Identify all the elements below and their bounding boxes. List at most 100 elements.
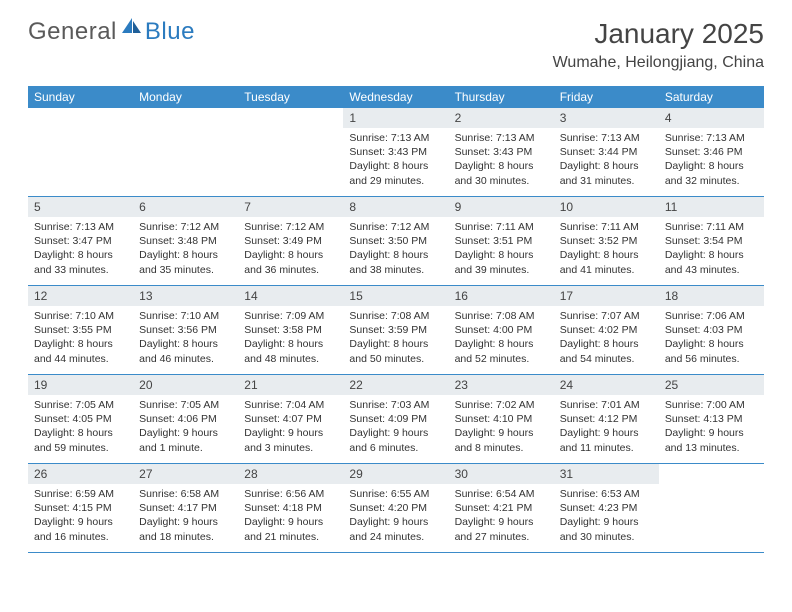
- day-number: 17: [554, 286, 659, 306]
- sunset-line: Sunset: 3:52 PM: [560, 234, 653, 248]
- day-number: 7: [238, 197, 343, 217]
- day-number: 28: [238, 464, 343, 484]
- day-info: Sunrise: 7:07 AMSunset: 4:02 PMDaylight:…: [554, 306, 659, 371]
- day-cell: 26Sunrise: 6:59 AMSunset: 4:15 PMDayligh…: [28, 464, 133, 552]
- daylight-line: Daylight: 9 hours and 3 minutes.: [244, 426, 337, 454]
- daylight-line: Daylight: 8 hours and 39 minutes.: [455, 248, 548, 276]
- day-number: 20: [133, 375, 238, 395]
- daylight-line: Daylight: 9 hours and 6 minutes.: [349, 426, 442, 454]
- daylight-line: Daylight: 8 hours and 29 minutes.: [349, 159, 442, 187]
- day-info: Sunrise: 6:56 AMSunset: 4:18 PMDaylight:…: [238, 484, 343, 549]
- calendar: SundayMondayTuesdayWednesdayThursdayFrid…: [28, 86, 764, 553]
- empty-cell: [238, 108, 343, 196]
- day-number: 11: [659, 197, 764, 217]
- sunrise-line: Sunrise: 6:55 AM: [349, 487, 442, 501]
- daylight-line: Daylight: 8 hours and 48 minutes.: [244, 337, 337, 365]
- daylight-line: Daylight: 8 hours and 31 minutes.: [560, 159, 653, 187]
- sunrise-line: Sunrise: 7:13 AM: [665, 131, 758, 145]
- week-row: 1Sunrise: 7:13 AMSunset: 3:43 PMDaylight…: [28, 108, 764, 197]
- day-number: 1: [343, 108, 448, 128]
- sunset-line: Sunset: 3:56 PM: [139, 323, 232, 337]
- sunset-line: Sunset: 3:43 PM: [455, 145, 548, 159]
- daylight-line: Daylight: 8 hours and 35 minutes.: [139, 248, 232, 276]
- day-number: 14: [238, 286, 343, 306]
- day-number: 30: [449, 464, 554, 484]
- day-info: Sunrise: 7:11 AMSunset: 3:52 PMDaylight:…: [554, 217, 659, 282]
- weekday-header-cell: Saturday: [659, 86, 764, 108]
- day-cell: 11Sunrise: 7:11 AMSunset: 3:54 PMDayligh…: [659, 197, 764, 285]
- sunset-line: Sunset: 4:00 PM: [455, 323, 548, 337]
- empty-cell: [659, 464, 764, 552]
- day-number: 26: [28, 464, 133, 484]
- empty-cell: [28, 108, 133, 196]
- day-info: Sunrise: 7:12 AMSunset: 3:49 PMDaylight:…: [238, 217, 343, 282]
- day-number: 27: [133, 464, 238, 484]
- logo: General Blue: [28, 18, 195, 46]
- day-cell: 22Sunrise: 7:03 AMSunset: 4:09 PMDayligh…: [343, 375, 448, 463]
- sunset-line: Sunset: 4:09 PM: [349, 412, 442, 426]
- sunrise-line: Sunrise: 7:13 AM: [34, 220, 127, 234]
- sunrise-line: Sunrise: 7:11 AM: [665, 220, 758, 234]
- empty-cell: [133, 108, 238, 196]
- sunset-line: Sunset: 4:02 PM: [560, 323, 653, 337]
- sunset-line: Sunset: 4:05 PM: [34, 412, 127, 426]
- day-info: Sunrise: 7:13 AMSunset: 3:46 PMDaylight:…: [659, 128, 764, 193]
- day-cell: 6Sunrise: 7:12 AMSunset: 3:48 PMDaylight…: [133, 197, 238, 285]
- day-cell: 29Sunrise: 6:55 AMSunset: 4:20 PMDayligh…: [343, 464, 448, 552]
- sunset-line: Sunset: 3:55 PM: [34, 323, 127, 337]
- day-number: 23: [449, 375, 554, 395]
- sunset-line: Sunset: 4:23 PM: [560, 501, 653, 515]
- sunrise-line: Sunrise: 6:56 AM: [244, 487, 337, 501]
- day-number: 5: [28, 197, 133, 217]
- weekday-header-cell: Sunday: [28, 86, 133, 108]
- day-cell: 14Sunrise: 7:09 AMSunset: 3:58 PMDayligh…: [238, 286, 343, 374]
- day-info: Sunrise: 7:09 AMSunset: 3:58 PMDaylight:…: [238, 306, 343, 371]
- sunset-line: Sunset: 3:44 PM: [560, 145, 653, 159]
- title-block: January 2025 Wumahe, Heilongjiang, China: [553, 18, 764, 72]
- sunset-line: Sunset: 3:59 PM: [349, 323, 442, 337]
- daylight-line: Daylight: 9 hours and 18 minutes.: [139, 515, 232, 543]
- daylight-line: Daylight: 9 hours and 21 minutes.: [244, 515, 337, 543]
- day-info: Sunrise: 7:13 AMSunset: 3:44 PMDaylight:…: [554, 128, 659, 193]
- daylight-line: Daylight: 9 hours and 27 minutes.: [455, 515, 548, 543]
- day-cell: 27Sunrise: 6:58 AMSunset: 4:17 PMDayligh…: [133, 464, 238, 552]
- day-info: Sunrise: 7:03 AMSunset: 4:09 PMDaylight:…: [343, 395, 448, 460]
- sunset-line: Sunset: 4:17 PM: [139, 501, 232, 515]
- sunrise-line: Sunrise: 7:05 AM: [34, 398, 127, 412]
- day-cell: 8Sunrise: 7:12 AMSunset: 3:50 PMDaylight…: [343, 197, 448, 285]
- weeks: 1Sunrise: 7:13 AMSunset: 3:43 PMDaylight…: [28, 108, 764, 553]
- day-info: Sunrise: 6:58 AMSunset: 4:17 PMDaylight:…: [133, 484, 238, 549]
- sunrise-line: Sunrise: 7:12 AM: [244, 220, 337, 234]
- sunset-line: Sunset: 3:48 PM: [139, 234, 232, 248]
- daylight-line: Daylight: 8 hours and 38 minutes.: [349, 248, 442, 276]
- day-cell: 12Sunrise: 7:10 AMSunset: 3:55 PMDayligh…: [28, 286, 133, 374]
- daylight-line: Daylight: 8 hours and 52 minutes.: [455, 337, 548, 365]
- day-cell: 23Sunrise: 7:02 AMSunset: 4:10 PMDayligh…: [449, 375, 554, 463]
- sunset-line: Sunset: 4:18 PM: [244, 501, 337, 515]
- day-number: 31: [554, 464, 659, 484]
- sunset-line: Sunset: 4:21 PM: [455, 501, 548, 515]
- day-number: 22: [343, 375, 448, 395]
- daylight-line: Daylight: 9 hours and 30 minutes.: [560, 515, 653, 543]
- month-title: January 2025: [553, 18, 764, 50]
- day-info: Sunrise: 7:02 AMSunset: 4:10 PMDaylight:…: [449, 395, 554, 460]
- day-info: Sunrise: 7:11 AMSunset: 3:54 PMDaylight:…: [659, 217, 764, 282]
- daylight-line: Daylight: 8 hours and 43 minutes.: [665, 248, 758, 276]
- day-number: 9: [449, 197, 554, 217]
- day-cell: 25Sunrise: 7:00 AMSunset: 4:13 PMDayligh…: [659, 375, 764, 463]
- daylight-line: Daylight: 8 hours and 44 minutes.: [34, 337, 127, 365]
- daylight-line: Daylight: 8 hours and 46 minutes.: [139, 337, 232, 365]
- day-cell: 15Sunrise: 7:08 AMSunset: 3:59 PMDayligh…: [343, 286, 448, 374]
- week-row: 26Sunrise: 6:59 AMSunset: 4:15 PMDayligh…: [28, 464, 764, 553]
- sunrise-line: Sunrise: 7:02 AM: [455, 398, 548, 412]
- sunset-line: Sunset: 4:06 PM: [139, 412, 232, 426]
- day-cell: 9Sunrise: 7:11 AMSunset: 3:51 PMDaylight…: [449, 197, 554, 285]
- daylight-line: Daylight: 9 hours and 8 minutes.: [455, 426, 548, 454]
- daylight-line: Daylight: 8 hours and 30 minutes.: [455, 159, 548, 187]
- day-number: 29: [343, 464, 448, 484]
- sunset-line: Sunset: 3:43 PM: [349, 145, 442, 159]
- daylight-line: Daylight: 9 hours and 16 minutes.: [34, 515, 127, 543]
- sunrise-line: Sunrise: 7:11 AM: [455, 220, 548, 234]
- daylight-line: Daylight: 9 hours and 11 minutes.: [560, 426, 653, 454]
- sunrise-line: Sunrise: 7:07 AM: [560, 309, 653, 323]
